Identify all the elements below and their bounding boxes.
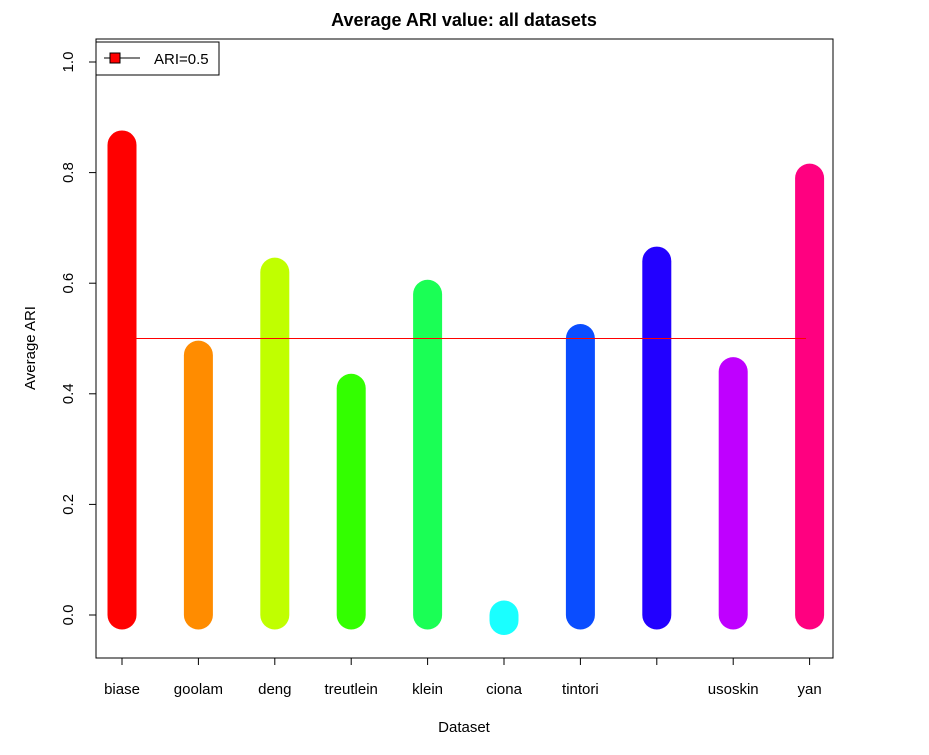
chart-title: Average ARI value: all datasets (331, 10, 597, 30)
bar-ciona (489, 600, 519, 636)
bar-yan (795, 163, 825, 630)
y-axis: 0.0 0.2 0.4 0.6 0.8 1.0 (60, 52, 96, 626)
bar-series-7 (642, 246, 672, 630)
x-axis-title: Dataset (438, 719, 491, 736)
legend-color-swatch (109, 52, 121, 64)
y-axis-title: Average ARI (22, 306, 39, 390)
bar-treutlein (336, 373, 366, 630)
plot-frame (95, 38, 834, 659)
x-tick-label: deng (258, 681, 291, 698)
y-tick-label: 0.0 (60, 605, 77, 626)
x-tick-label: yan (798, 681, 822, 698)
x-tick-label: ciona (486, 681, 523, 698)
x-tick-label: klein (412, 681, 443, 698)
bar-deng (260, 257, 290, 630)
y-tick-label: 0.6 (60, 273, 77, 294)
y-tick-label: 0.8 (60, 162, 77, 183)
bars-group (107, 130, 825, 636)
y-tick-label: 1.0 (60, 52, 77, 73)
bar-biase (107, 130, 137, 630)
y-tick-label: 0.2 (60, 494, 77, 515)
bar-tintori (565, 324, 595, 630)
x-tick-label: biase (104, 681, 140, 698)
x-tick-label: treutlein (325, 681, 378, 698)
bar-goolam (183, 340, 213, 630)
legend: ARI=0.5 (95, 41, 220, 76)
y-tick-label: 0.4 (60, 383, 77, 404)
x-tick-label: tintori (562, 681, 599, 698)
bar-usoskin (718, 357, 748, 630)
x-axis: biase goolam deng treutlein klein ciona tintor… (104, 658, 822, 698)
legend-label: ARI=0.5 (154, 51, 209, 68)
x-tick-label: goolam (174, 681, 223, 698)
bar-klein (413, 279, 443, 630)
x-tick-label: usoskin (708, 681, 759, 698)
